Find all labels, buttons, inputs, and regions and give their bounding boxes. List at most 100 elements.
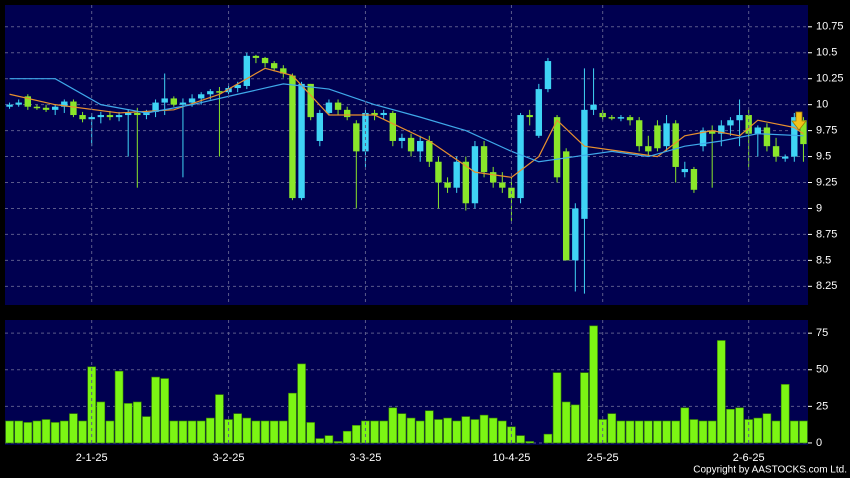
candle-body	[170, 98, 178, 105]
volume-bar	[260, 420, 270, 444]
volume-bar	[443, 417, 452, 444]
volume-bar	[242, 417, 252, 444]
volume-bar	[525, 441, 534, 444]
candle-body	[88, 117, 95, 120]
candle-body	[270, 63, 278, 69]
candle-body	[106, 115, 114, 118]
candle-body	[699, 130, 707, 147]
volume-bar	[406, 417, 416, 444]
volume-bar	[5, 420, 14, 444]
volume-bar	[689, 419, 699, 444]
volume-bar	[370, 420, 379, 444]
volume-bar	[160, 378, 169, 444]
y-tick-label: 75	[816, 327, 828, 339]
y-tick-label: 9.5	[816, 150, 831, 162]
candle-body	[243, 55, 251, 86]
volume-bar	[306, 422, 315, 444]
candle-body	[79, 115, 86, 120]
candle-body	[70, 101, 77, 116]
volume-bar	[580, 372, 589, 444]
candle-body	[97, 115, 105, 118]
candle-body	[298, 83, 305, 199]
y-tick-label: 8.5	[816, 254, 831, 266]
x-tick-label: 3-3-25	[350, 452, 382, 464]
volume-bar	[123, 403, 133, 444]
candle-body	[353, 123, 360, 152]
candle-body	[791, 117, 798, 157]
candle-body	[380, 112, 387, 116]
candle-body	[42, 107, 50, 110]
volume-bar	[771, 420, 781, 444]
volume-bar	[69, 413, 78, 444]
volume-bar	[698, 420, 708, 444]
candle-body	[316, 112, 324, 141]
candle-body	[252, 55, 260, 58]
y-tick-label: 50	[816, 364, 828, 376]
x-tick-label: 3-2-25	[213, 452, 245, 464]
candle-body	[134, 112, 141, 116]
candle-body	[343, 109, 351, 118]
latest-arrow	[791, 111, 807, 131]
volume-bar	[23, 422, 33, 444]
candle-body	[416, 140, 424, 152]
volume-bar	[96, 401, 106, 444]
volume-bar	[516, 435, 525, 444]
volume-bar	[324, 435, 334, 444]
candle-body	[61, 101, 68, 107]
candle-body	[572, 208, 579, 261]
volume-bar	[589, 325, 598, 444]
volume-bar	[151, 376, 160, 444]
volume-bar	[552, 372, 562, 444]
volume-bar	[634, 420, 644, 444]
candle-body	[471, 146, 479, 204]
volume-bar	[105, 420, 115, 444]
candle-body	[562, 151, 570, 261]
candle-body	[24, 96, 32, 107]
candle-body	[6, 104, 13, 107]
candle-body	[261, 57, 269, 64]
volume-bar	[543, 433, 553, 444]
volume-bar	[653, 420, 662, 444]
volume-bar	[32, 420, 42, 444]
candle-body	[207, 91, 214, 95]
volume-bar	[233, 413, 242, 444]
candle-body	[526, 115, 533, 118]
candle-body	[124, 112, 132, 116]
candle-body	[280, 68, 287, 74]
candle-body	[736, 115, 743, 121]
candle-body	[727, 120, 734, 126]
candle-body	[407, 137, 415, 152]
volume-bar	[315, 438, 325, 444]
y-tick-label: 0	[816, 437, 822, 449]
candle-body	[161, 98, 168, 103]
volume-bar	[434, 419, 443, 444]
y-tick-label: 10.25	[816, 73, 844, 85]
candle-body	[544, 61, 552, 90]
volume-bar	[790, 420, 799, 444]
candle-body	[453, 161, 460, 188]
candle-body	[398, 137, 406, 141]
y-tick-label: 9	[816, 202, 822, 214]
candle-body	[33, 106, 41, 109]
volume-bar	[717, 340, 726, 444]
candle-body	[115, 115, 123, 118]
candle-body	[754, 127, 762, 134]
volume-bar	[415, 420, 425, 444]
volume-bar	[479, 414, 489, 444]
volume-bar	[680, 407, 690, 444]
volume-bar	[616, 420, 626, 444]
candle-body	[708, 130, 716, 134]
candle-body	[307, 83, 314, 118]
candle-body	[626, 117, 634, 121]
volume-bar	[726, 408, 735, 444]
candle-body	[590, 104, 597, 110]
volume-bar	[607, 413, 617, 444]
volume-bar	[644, 420, 653, 444]
volume-bar	[561, 401, 571, 444]
volume-bar	[470, 419, 480, 444]
candle-body	[489, 172, 497, 183]
candle-body	[617, 117, 625, 119]
volume-bar	[288, 392, 297, 444]
candle-body	[334, 102, 342, 110]
